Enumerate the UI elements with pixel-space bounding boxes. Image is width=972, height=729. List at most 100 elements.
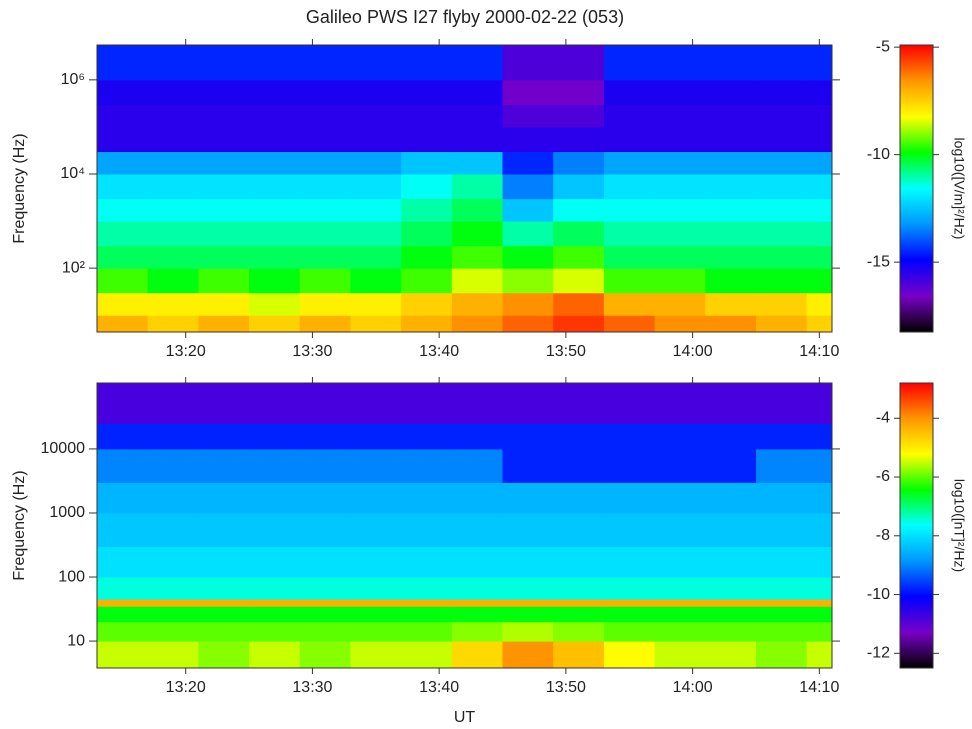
heatmap-cell	[451, 292, 504, 316]
x-tick-label: 13:50	[546, 679, 586, 696]
heatmap-cell	[654, 482, 706, 514]
heatmap-cell	[451, 198, 504, 222]
heatmap-cell	[299, 245, 351, 269]
heatmap-cell	[806, 423, 833, 450]
heatmap-cell	[502, 79, 554, 105]
x-tick-label: 13:20	[166, 679, 206, 696]
x-tick-label: 13:30	[292, 679, 332, 696]
heatmap-cell	[502, 577, 554, 600]
heatmap-cell	[705, 621, 757, 642]
heatmap-cell	[350, 151, 402, 175]
heatmap-cell	[249, 599, 301, 607]
heatmap-cell	[451, 151, 504, 175]
heatmap-cell	[350, 577, 402, 600]
heatmap-cell	[603, 641, 656, 669]
heatmap-cell	[147, 151, 199, 175]
heatmap-cell	[350, 599, 402, 607]
heatmap-cell	[451, 45, 504, 81]
heatmap-cell	[603, 448, 656, 483]
heatmap-cell	[603, 606, 656, 623]
heatmap-cell	[705, 45, 757, 81]
heatmap-cell	[299, 383, 351, 424]
heatmap-cell	[553, 546, 605, 578]
heatmap-cell	[97, 198, 149, 222]
y-tick-label: 10²	[62, 259, 86, 276]
heatmap-cell	[553, 512, 605, 547]
heatmap-cell	[299, 126, 351, 153]
heatmap-cell	[198, 126, 250, 153]
heatmap-cell	[350, 173, 402, 200]
heatmap-cell	[553, 577, 605, 600]
heatmap-cell	[147, 482, 199, 514]
heatmap-cell	[350, 512, 402, 547]
heatmap-cell	[553, 173, 605, 200]
heatmap-cell	[502, 173, 554, 200]
heatmap-cell	[553, 315, 605, 333]
heatmap-cell	[401, 45, 453, 81]
heatmap-cell	[654, 383, 706, 424]
heatmap-cell	[603, 482, 656, 514]
y-tick-label: 10000	[41, 440, 86, 457]
heatmap-cell	[806, 599, 833, 607]
heatmap-cell	[97, 292, 149, 316]
heatmap-cell	[502, 423, 554, 450]
heatmap-cell	[654, 641, 706, 669]
heatmap-cell	[654, 292, 706, 316]
colorbar-tick-label: -12	[867, 645, 890, 662]
colorbar	[899, 44, 934, 333]
heatmap-cell	[553, 198, 605, 222]
heatmap-cell	[806, 482, 833, 514]
heatmap-cell	[350, 292, 402, 316]
heatmap-cell	[654, 599, 706, 607]
heatmap-cell	[451, 512, 504, 547]
heatmap-cell	[451, 126, 504, 153]
heatmap-cell	[350, 198, 402, 222]
heatmap-cell	[198, 482, 250, 514]
heatmap-cell	[198, 577, 250, 600]
heatmap-cell	[97, 268, 149, 294]
heatmap-cell	[755, 292, 808, 316]
heatmap-cell	[705, 641, 757, 669]
heatmap-cell	[654, 577, 706, 600]
heatmap-cell	[198, 621, 250, 642]
heatmap-cell	[198, 606, 250, 623]
heatmap-cell	[97, 512, 149, 547]
heatmap-cell	[502, 512, 554, 547]
heatmap-cell	[553, 599, 605, 607]
heatmap-cell	[755, 151, 808, 175]
heatmap-cell	[553, 245, 605, 269]
y-tick-label: 10⁴	[60, 165, 85, 182]
heatmap-cell	[451, 268, 504, 294]
heatmap-cell	[755, 577, 808, 600]
heatmap-cell	[705, 198, 757, 222]
heatmap-cell	[198, 512, 250, 547]
heatmap-cell	[401, 198, 453, 222]
heatmap-cell	[299, 599, 351, 607]
heatmap-cell	[502, 621, 554, 642]
heatmap-cell	[401, 599, 453, 607]
heatmap-cell	[451, 606, 504, 623]
heatmap-cell	[603, 151, 656, 175]
heatmap-cell	[401, 383, 453, 424]
heatmap-cell	[705, 173, 757, 200]
heatmap-cell	[299, 151, 351, 175]
heatmap-cell	[147, 221, 199, 247]
heatmap-cell	[755, 383, 808, 424]
heatmap-cell	[198, 173, 250, 200]
heatmap-cell	[806, 448, 833, 483]
heatmap-cell	[249, 45, 301, 81]
heatmap-cell	[755, 448, 808, 483]
heatmap-cell	[502, 315, 554, 333]
heatmap-cell	[198, 198, 250, 222]
y-axis-label: Frequency (Hz)	[11, 470, 28, 580]
heatmap-cell	[502, 448, 554, 483]
heatmap-cell	[553, 104, 605, 128]
heatmap-cell	[350, 315, 402, 333]
heatmap-cell	[249, 221, 301, 247]
heatmap-cell	[705, 104, 757, 128]
heatmap-cell	[97, 641, 149, 669]
heatmap-cell	[451, 104, 504, 128]
heatmap-cell	[401, 641, 453, 669]
colorbar-tick-label: -4	[876, 409, 890, 426]
heatmap-cell	[249, 383, 301, 424]
